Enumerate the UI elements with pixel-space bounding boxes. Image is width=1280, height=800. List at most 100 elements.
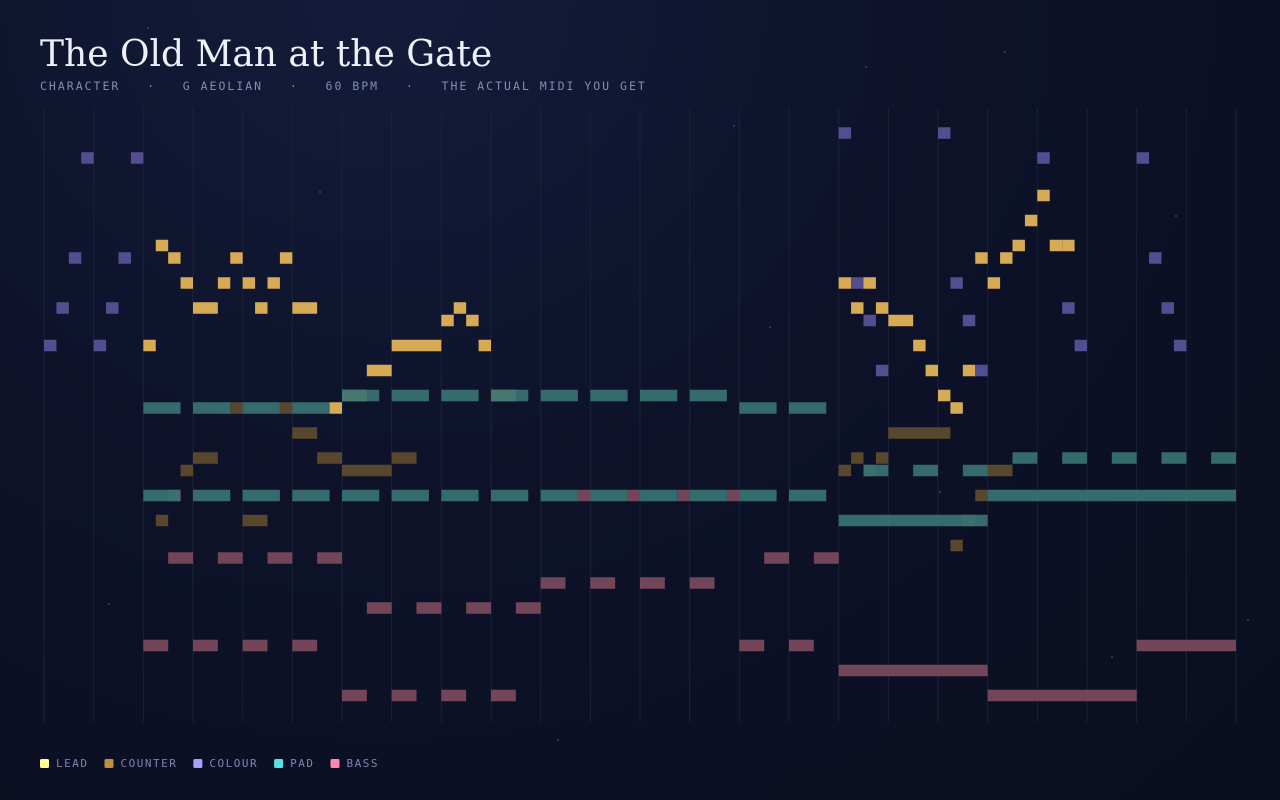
note bbox=[342, 464, 392, 477]
note bbox=[875, 302, 889, 314]
note bbox=[863, 314, 876, 327]
note bbox=[1161, 452, 1187, 464]
title: The Old Man at the Gate bbox=[40, 34, 492, 75]
note bbox=[1161, 302, 1174, 314]
note bbox=[975, 489, 988, 502]
note bbox=[466, 314, 479, 327]
note bbox=[366, 364, 392, 377]
note bbox=[1000, 252, 1013, 264]
note bbox=[267, 277, 280, 289]
note bbox=[962, 364, 976, 377]
note bbox=[950, 277, 963, 289]
note bbox=[975, 364, 988, 377]
note bbox=[342, 389, 380, 402]
note bbox=[689, 489, 727, 502]
note bbox=[168, 252, 181, 264]
note bbox=[987, 689, 1137, 702]
note bbox=[1173, 339, 1187, 352]
note bbox=[193, 302, 218, 314]
note bbox=[230, 252, 243, 264]
note bbox=[366, 602, 392, 614]
note bbox=[180, 464, 193, 477]
legend-label: LEAD bbox=[56, 757, 89, 770]
note bbox=[1062, 302, 1075, 314]
note bbox=[677, 489, 690, 502]
note bbox=[317, 552, 342, 564]
note bbox=[640, 489, 678, 502]
note bbox=[590, 389, 628, 402]
note bbox=[466, 602, 491, 614]
note bbox=[441, 389, 479, 402]
note bbox=[143, 639, 169, 652]
note bbox=[292, 639, 318, 652]
note bbox=[441, 689, 467, 702]
note bbox=[627, 489, 640, 502]
legend-label: BASS bbox=[346, 757, 379, 770]
note bbox=[93, 339, 107, 352]
note bbox=[838, 277, 852, 289]
note bbox=[143, 339, 156, 352]
note bbox=[1024, 214, 1038, 227]
note bbox=[81, 152, 94, 164]
note bbox=[962, 314, 976, 327]
note bbox=[155, 514, 169, 527]
note bbox=[863, 277, 876, 289]
note bbox=[913, 464, 938, 477]
note bbox=[342, 489, 380, 502]
note bbox=[1049, 239, 1063, 252]
note bbox=[950, 402, 963, 414]
note bbox=[242, 402, 280, 414]
note bbox=[962, 464, 988, 477]
legend: LEAD COUNTER COLOUR PAD BASS bbox=[40, 757, 379, 770]
note bbox=[342, 689, 367, 702]
note bbox=[975, 252, 988, 264]
note bbox=[540, 389, 578, 402]
note bbox=[851, 452, 864, 464]
note bbox=[56, 302, 69, 314]
note bbox=[888, 314, 914, 327]
note bbox=[193, 402, 231, 414]
note bbox=[789, 402, 827, 414]
legend-label: PAD bbox=[290, 757, 314, 770]
note bbox=[44, 339, 57, 352]
note bbox=[875, 364, 889, 377]
note bbox=[1111, 452, 1137, 464]
note bbox=[950, 539, 963, 552]
note bbox=[68, 252, 82, 264]
note bbox=[441, 314, 454, 327]
note bbox=[838, 464, 852, 477]
note bbox=[540, 577, 566, 589]
note bbox=[255, 302, 268, 314]
note bbox=[143, 489, 181, 502]
note bbox=[391, 689, 417, 702]
note bbox=[1149, 252, 1162, 264]
note bbox=[292, 489, 330, 502]
note bbox=[789, 639, 814, 652]
note bbox=[1062, 239, 1075, 252]
legend-label: COLOUR bbox=[209, 757, 258, 770]
note bbox=[391, 389, 429, 402]
note bbox=[813, 552, 839, 564]
note bbox=[453, 302, 467, 314]
note bbox=[242, 489, 280, 502]
note bbox=[987, 464, 1013, 477]
note bbox=[491, 389, 529, 402]
note bbox=[292, 427, 318, 439]
note bbox=[838, 127, 852, 139]
note bbox=[888, 427, 951, 439]
note bbox=[875, 452, 889, 464]
note bbox=[491, 689, 516, 702]
subtitle: CHARACTER · G AEOLIAN · 60 BPM · THE ACT… bbox=[40, 79, 647, 93]
note bbox=[640, 389, 678, 402]
note bbox=[913, 339, 926, 352]
note bbox=[789, 489, 827, 502]
note bbox=[640, 577, 665, 589]
note bbox=[577, 489, 591, 502]
note bbox=[391, 339, 442, 352]
note bbox=[1211, 452, 1236, 464]
note bbox=[416, 602, 442, 614]
note bbox=[118, 252, 131, 264]
note bbox=[838, 514, 988, 527]
legend-swatch bbox=[104, 759, 114, 768]
notes bbox=[44, 127, 1236, 702]
